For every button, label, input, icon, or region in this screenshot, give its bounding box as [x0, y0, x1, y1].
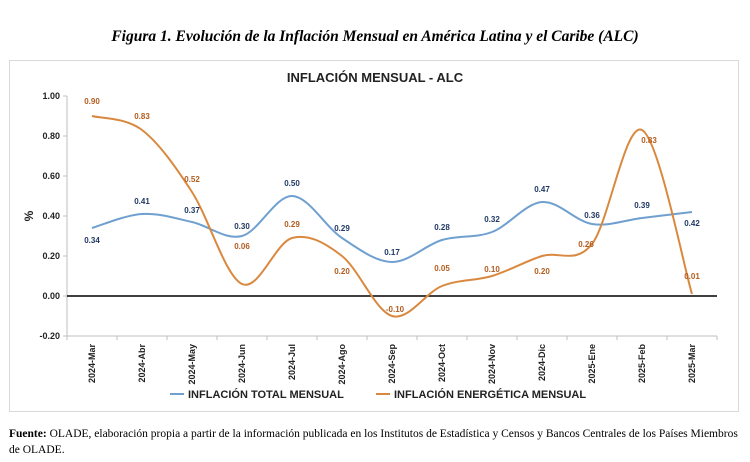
series-line-total: [91, 194, 693, 264]
data-label: 0.29: [284, 220, 300, 229]
data-label: -0.10: [386, 305, 405, 314]
data-label: 0.30: [234, 222, 250, 231]
x-tick-label: 2025-Feb: [637, 344, 647, 384]
data-label: 0.05: [434, 264, 450, 273]
x-tick-label: 2025-Ene: [587, 344, 597, 384]
figure-title: Figura 1. Evolución de la Inflación Mens…: [111, 28, 639, 45]
data-label: 0.83: [641, 136, 657, 145]
data-label: 0.90: [84, 97, 100, 106]
data-label: 0.01: [684, 272, 700, 281]
data-label: 0.52: [184, 175, 200, 184]
data-label: 0.28: [434, 223, 450, 232]
y-tick-label: -0.20: [39, 331, 60, 341]
data-label: 0.26: [578, 240, 594, 249]
source-note: Fuente: OLADE, elaboración propia a part…: [9, 426, 744, 458]
source-text: OLADE, elaboración propia a partir de la…: [9, 428, 738, 456]
x-tick-label: 2024-Jul: [287, 344, 297, 380]
data-label: 0.06: [234, 242, 250, 251]
x-tick-label: 2024-Dic: [537, 344, 547, 381]
series-layer: [91, 115, 693, 318]
data-label: 0.37: [184, 206, 200, 215]
y-tick-label: 0.20: [42, 251, 60, 261]
axes: -0.20 0.00 0.20 0.40 0.60 0.80 1.00 2024-Mar 202…: [39, 91, 718, 385]
data-label: 0.39: [634, 201, 650, 210]
data-label: 0.32: [484, 215, 500, 224]
x-tick-label: 2024-Abr: [137, 344, 147, 383]
legend-label: INFLACIÓN ENERGÉTICA MENSUAL: [394, 388, 586, 401]
x-tick-label: 2024-Sep: [387, 344, 397, 384]
legend: INFLACIÓN TOTAL MENSUAL INFLACIÓN ENERGÉT…: [170, 388, 586, 401]
y-tick-label: 0.60: [42, 171, 60, 181]
series-line-energetica: [91, 115, 693, 318]
source-label: Fuente:: [9, 428, 47, 440]
data-label: 0.36: [584, 211, 600, 220]
x-tick-label: 2024-Nov: [487, 344, 497, 384]
line-chart: INFLACIÓN MENSUAL - ALC % -0.200.000.200…: [22, 70, 718, 401]
chart-title: INFLACIÓN MENSUAL - ALC: [287, 70, 464, 85]
x-tick-label: 2025-Mar: [687, 344, 697, 384]
data-label: 0.17: [384, 248, 400, 257]
data-label: 0.34: [84, 236, 100, 245]
legend-label: INFLACIÓN TOTAL MENSUAL: [188, 388, 344, 401]
data-label: 0.20: [534, 267, 550, 276]
data-labels: 0.34 0.41 0.37 0.30 0.50 0.29 0.17 0.28 0.32 0.47…: [84, 97, 700, 314]
y-tick-label: 0.80: [42, 131, 60, 141]
y-tick-label: 0.00: [42, 291, 60, 301]
y-axis-label: %: [22, 210, 36, 221]
data-label: 0.20: [334, 267, 350, 276]
data-label: 0.50: [284, 179, 300, 188]
x-tick-label: 2024-Oct: [437, 344, 447, 382]
data-label: 0.10: [484, 265, 500, 274]
data-label: 0.83: [134, 112, 150, 121]
data-label: 0.47: [534, 185, 550, 194]
chart-frame: [9, 60, 739, 412]
y-tick-label: 1.00: [42, 91, 60, 101]
x-tick-label: 2024-Mar: [87, 344, 97, 384]
x-tick-label: 2024-Ago: [337, 344, 347, 385]
y-tick-label: 0.40: [42, 211, 60, 221]
x-tick-label: 2024-Jun: [237, 344, 247, 383]
data-label: 0.42: [684, 219, 700, 228]
data-label: 0.29: [334, 224, 350, 233]
x-tick-label: 2024-May: [187, 344, 197, 385]
data-label: 0.41: [134, 197, 150, 206]
